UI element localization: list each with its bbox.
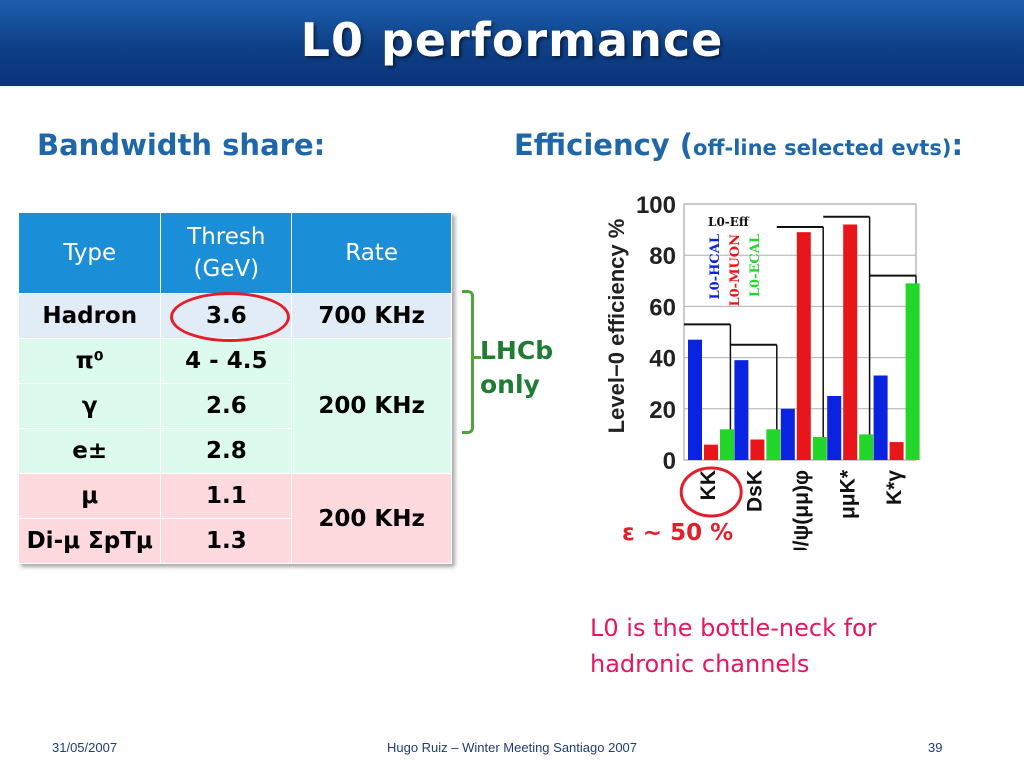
highlight-circle-kk — [679, 466, 743, 518]
cell-thresh: 1.1 — [160, 473, 293, 519]
legend-entry: L0-HCAL — [708, 234, 723, 299]
cell-type: μ — [17, 473, 162, 519]
bar — [688, 339, 702, 460]
bottleneck-note: L0 is the bottle-neck for hadronic chann… — [590, 610, 877, 682]
bottleneck-line2: hadronic channels — [590, 650, 810, 678]
bandwidth-table: Type Thresh (GeV) Rate Hadron 3.6 700 KH… — [17, 212, 452, 564]
y-axis-label: Level−0 efficiency % — [604, 219, 629, 434]
bar — [873, 375, 888, 460]
cell-type: e± — [17, 428, 162, 474]
footer-center: Hugo Ruiz – Winter Meeting Santiago 2007 — [386, 740, 638, 755]
bar — [766, 429, 781, 460]
lhcb-only-label: LHCb only — [480, 334, 553, 402]
bar — [812, 436, 827, 460]
efficiency-heading-sub: off-line selected evts) — [693, 136, 952, 160]
table-row: π⁰ 4 - 4.5 200 KHz — [17, 338, 452, 474]
cell-type: γ — [17, 383, 162, 429]
bar — [780, 408, 795, 460]
x-tick-label: μμK* — [836, 469, 859, 519]
header-thresh: Thresh (GeV) — [160, 212, 293, 294]
bar — [889, 442, 904, 460]
title-bar — [0, 0, 1024, 86]
y-tick-label: 60 — [649, 294, 676, 321]
lhcb-bracket-tick — [471, 356, 481, 359]
x-tick-label: J/ψ(μμ)φ — [790, 470, 813, 550]
efficiency-chart: 0 20 40 60 80 100 Level−0 efficiency % KK DsK J/ψ… — [604, 192, 920, 550]
bar — [859, 434, 874, 460]
cell-thresh: 1.3 — [160, 518, 293, 564]
bar — [734, 360, 749, 460]
cell-rate: 200 KHz — [291, 338, 452, 474]
cell-type: Hadron — [17, 293, 162, 339]
cell-rate: 700 KHz — [291, 293, 452, 339]
efficiency-heading: Efficiency (off-line selected evts): — [514, 128, 963, 162]
table-row: Di-μ ΣpTμ 1.3 — [17, 518, 452, 564]
legend-title: L0-Eff — [708, 215, 750, 229]
bar — [704, 444, 718, 460]
lhcb-line1: LHCb — [480, 336, 554, 365]
cell-thresh: 4 - 4.5 — [160, 338, 293, 384]
footer-date: 31/05/2007 — [52, 740, 118, 755]
lhcb-line2: only — [480, 370, 540, 399]
bar — [905, 283, 920, 460]
efficiency-heading-end: : — [951, 128, 964, 162]
bar — [843, 224, 858, 460]
header-rate: Rate — [291, 212, 452, 294]
y-tick-label: 100 — [636, 192, 676, 219]
cell-type: π⁰ — [17, 338, 162, 384]
efficiency-value-label: ε ~ 50 % — [622, 520, 734, 546]
bar — [796, 232, 811, 460]
x-tick-label: DsK — [744, 470, 767, 512]
y-tick-label: 40 — [649, 346, 676, 373]
header-type: Type — [17, 212, 162, 294]
highlight-circle — [170, 292, 290, 342]
bandwidth-heading: Bandwidth share: — [37, 128, 326, 162]
table-row: μ 1.1 200 KHz — [17, 473, 452, 564]
header-thresh-text: Thresh (GeV) — [187, 224, 266, 282]
legend-entry: L0-MUON — [728, 234, 743, 307]
y-tick-label: 0 — [663, 448, 676, 475]
y-tick-label: 20 — [649, 397, 676, 424]
cell-type: Di-μ ΣpTμ — [17, 518, 162, 564]
bottleneck-line1: L0 is the bottle-neck for — [590, 614, 877, 642]
bar — [827, 396, 842, 460]
x-tick-label: K*γ — [883, 470, 906, 505]
cell-thresh: 2.6 — [160, 383, 293, 429]
efficiency-heading-main: Efficiency ( — [514, 128, 694, 162]
bar — [720, 429, 734, 460]
bar — [750, 439, 765, 460]
slide-title: L0 performance — [300, 13, 724, 67]
cell-thresh: 2.8 — [160, 428, 293, 474]
footer-page-number: 39 — [928, 740, 943, 755]
y-tick-label: 80 — [649, 243, 676, 270]
table-row: e± 2.8 — [17, 428, 452, 474]
x-tick-label: KK — [697, 470, 720, 500]
lhcb-bracket — [462, 290, 474, 434]
cell-rate: 200 KHz — [291, 473, 452, 564]
legend-entry: L0-ECAL — [748, 234, 763, 297]
